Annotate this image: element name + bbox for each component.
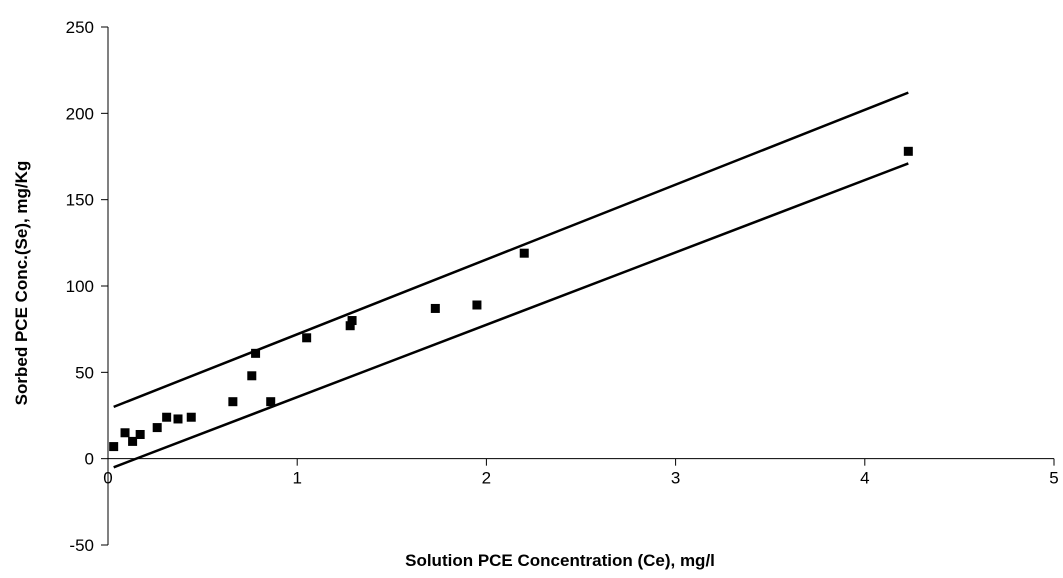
y-tick-label: 0 (85, 450, 94, 469)
x-tick-label: 4 (860, 469, 869, 488)
x-tick-label: 5 (1049, 469, 1058, 488)
data-point (173, 414, 183, 424)
confidence-lines (113, 91, 909, 469)
lower-bound-line (113, 162, 909, 469)
upper-bound-line (113, 91, 909, 409)
x-axis-title: Solution PCE Concentration (Ce), mg/l (405, 551, 715, 570)
data-point (430, 303, 440, 313)
data-point (266, 397, 276, 407)
x-tick-label: 3 (671, 469, 680, 488)
y-tick-label: 150 (66, 191, 94, 210)
data-point (109, 442, 119, 452)
data-point (120, 428, 130, 438)
data-point (903, 146, 913, 156)
data-point (128, 436, 138, 446)
x-tick-label: 0 (103, 469, 112, 488)
y-tick-label: -50 (69, 536, 94, 555)
y-axis-title: Sorbed PCE Conc.(Se), mg/Kg (12, 161, 31, 406)
data-point (251, 348, 261, 358)
data-points (109, 146, 913, 452)
data-point (152, 423, 162, 433)
y-tick-label: 100 (66, 277, 94, 296)
axes (101, 26, 1055, 546)
y-tick-label: 200 (66, 104, 94, 123)
y-tick-label: 250 (66, 18, 94, 37)
data-point (302, 333, 312, 343)
tick-labels: -50 0 50 100 150 200 250 0 1 2 3 4 5 (66, 18, 1059, 555)
x-tick-label: 1 (292, 469, 301, 488)
data-point (472, 300, 482, 310)
data-point (186, 412, 196, 422)
data-point (228, 397, 238, 407)
data-point (162, 412, 172, 422)
data-point (247, 371, 257, 381)
data-point (347, 316, 357, 326)
x-tick-label: 2 (482, 469, 491, 488)
y-tick-label: 50 (75, 363, 94, 382)
data-point (519, 248, 529, 258)
data-point (345, 321, 355, 331)
data-point (135, 429, 145, 439)
